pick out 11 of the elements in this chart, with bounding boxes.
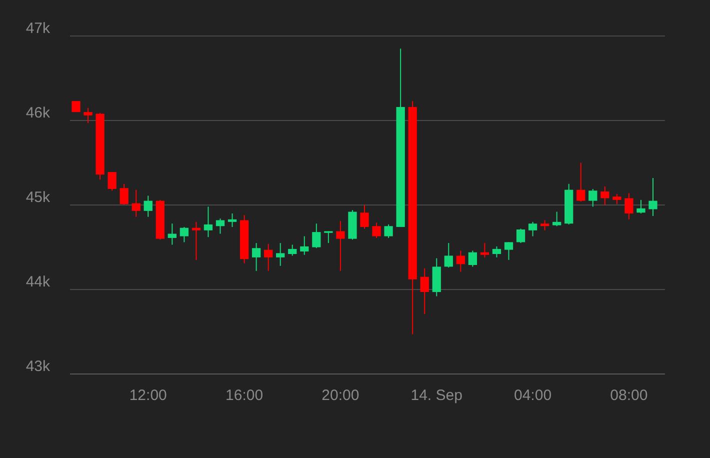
y-tick-label: 43k [26, 358, 50, 375]
x-tick-label: 14. Sep [410, 387, 462, 404]
y-tick-label: 44k [26, 274, 50, 290]
x-tick-label: 12:00 [129, 387, 167, 404]
y-tick-label: 45k [26, 189, 50, 206]
x-tick-label: 08:00 [610, 387, 648, 404]
y-tick-label: 47k [26, 20, 50, 37]
x-tick-label: 16:00 [226, 387, 264, 404]
y-tick-label: 46k [26, 104, 50, 122]
x-tick-label: 04:00 [514, 387, 552, 404]
x-tick-label: 20:00 [322, 387, 360, 404]
